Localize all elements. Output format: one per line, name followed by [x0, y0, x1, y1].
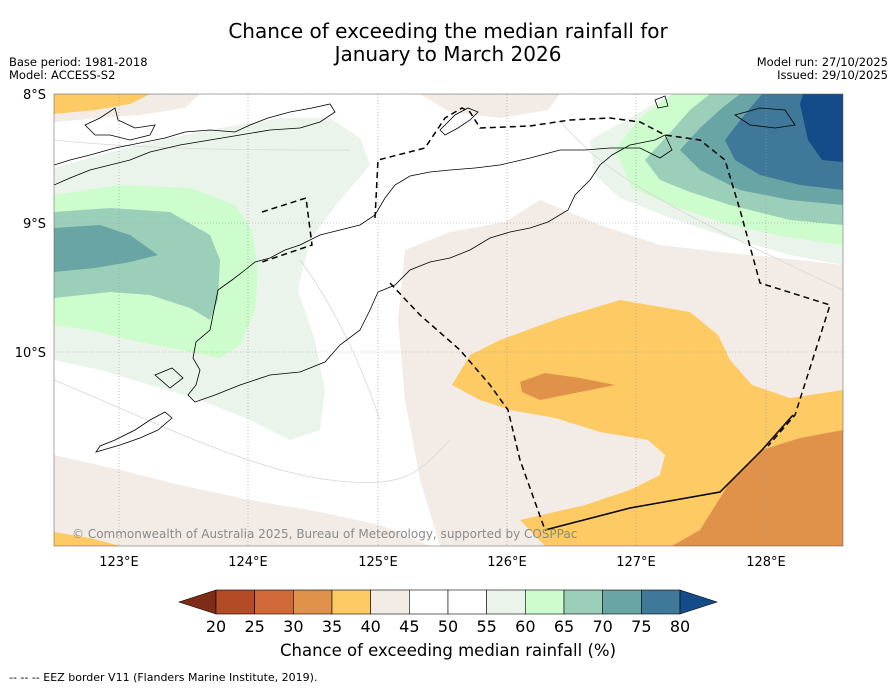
- colorbar-segment: [293, 589, 333, 615]
- meta-left: Base period: 1981-2018 Model: ACCESS-S2: [9, 56, 148, 82]
- colorbar-arrow-low: [178, 589, 217, 615]
- colorbar-tick-label: 35: [322, 617, 342, 636]
- lon-label-124e: 124°E: [228, 555, 268, 570]
- issued-date: Issued: 29/10/2025: [777, 68, 888, 82]
- colorbar-tick-label: 70: [592, 617, 612, 636]
- copyright-text: © Commonwealth of Australia 2025, Bureau…: [72, 527, 577, 541]
- contour-40-45-southwest: [54, 455, 430, 546]
- model-run: Model run: 27/10/2025: [756, 55, 888, 69]
- chart-title: Chance of exceeding the median rainfall …: [0, 20, 896, 66]
- colorbar-tick-label: 50: [438, 617, 458, 636]
- meta-right: Model run: 27/10/2025 Issued: 29/10/2025: [757, 56, 888, 82]
- colorbar-ticks: 20 25 30 35 40 45 50 55 60 65 70 75 80: [206, 617, 690, 636]
- colorbar-segment: [486, 589, 526, 615]
- babar-coast: [734, 107, 796, 129]
- lon-label-123e: 123°E: [99, 555, 139, 570]
- colorbar-segment: [602, 589, 642, 615]
- graticule: [54, 94, 843, 546]
- colorbar-tick-label: 80: [670, 617, 690, 636]
- colorbar: [178, 589, 718, 615]
- lon-label-128e: 128°E: [746, 555, 786, 570]
- colorbar-segment: [409, 589, 449, 615]
- lat-label-10s: 10°S: [15, 346, 46, 361]
- colorbar-segment: [254, 589, 294, 615]
- colorbar-segment: [525, 589, 565, 615]
- colorbar-segment: [331, 589, 371, 615]
- colorbar-tick-label: 65: [554, 617, 574, 636]
- contour-lines: [54, 119, 843, 483]
- flores-coast: [54, 103, 336, 186]
- sawu-island: [154, 367, 184, 389]
- colorbar-segment: [641, 589, 681, 615]
- contour-30-35-central: [520, 373, 615, 400]
- rote-island: [95, 411, 173, 453]
- island-small-1: [654, 95, 669, 109]
- colorbar-tick-label: 30: [283, 617, 303, 636]
- colorbar-tick-label: 25: [244, 617, 264, 636]
- eez-border: [261, 107, 831, 531]
- model-name: Model: ACCESS-S2: [9, 68, 116, 82]
- title-line-2: January to March 2026: [334, 42, 562, 66]
- colorbar-tick-label: 75: [631, 617, 651, 636]
- contour-70-75-west: [54, 225, 158, 272]
- colorbar-tick-label: 20: [206, 617, 226, 636]
- colorbar-segment: [370, 589, 410, 615]
- contour-30-35-southeast: [672, 430, 843, 546]
- wetar-coast: [439, 107, 479, 136]
- colorbar-label: Chance of exceeding median rainfall (%): [279, 641, 617, 660]
- map-area: © Commonwealth of Australia 2025, Bureau…: [54, 94, 843, 546]
- alor-coast: [84, 107, 156, 141]
- contour-35-40-sw: [54, 532, 120, 546]
- colorbar-segment: [447, 589, 487, 615]
- lon-label-127e: 127°E: [616, 555, 656, 570]
- title-line-1: Chance of exceeding the median rainfall …: [228, 19, 668, 43]
- colorbar-segment: [563, 589, 603, 615]
- contour-80-ne: [800, 94, 843, 162]
- lat-label-8s: 8°S: [23, 88, 46, 103]
- colorbar-arrow-high: [679, 589, 718, 615]
- colorbar-tick-label: 40: [360, 617, 380, 636]
- lat-label-9s: 9°S: [23, 217, 46, 232]
- colorbar-tick-label: 60: [515, 617, 535, 636]
- contour-35-40-nw: [54, 94, 150, 114]
- colorbar-tick-label: 55: [476, 617, 496, 636]
- base-period: Base period: 1981-2018: [9, 55, 148, 69]
- eez-border-solid: [544, 414, 794, 531]
- lon-label-125e: 125°E: [358, 555, 398, 570]
- map-frame: [53, 93, 844, 547]
- colorbar-tick-label: 45: [399, 617, 419, 636]
- lon-label-126e: 126°E: [487, 555, 527, 570]
- colorbar-segment: [215, 589, 255, 615]
- footnote: -- -- -- EEZ border V11 (Flanders Marine…: [9, 671, 318, 684]
